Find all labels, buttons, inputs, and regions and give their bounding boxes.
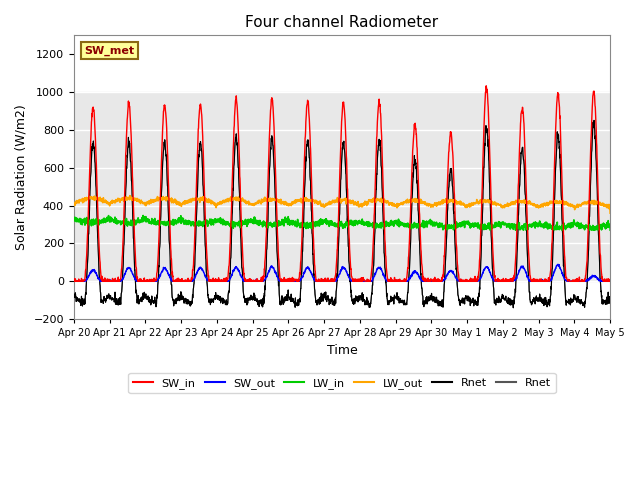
Title: Four channel Radiometer: Four channel Radiometer bbox=[245, 15, 438, 30]
Bar bbox=[74, 92, 610, 281]
Text: SW_met: SW_met bbox=[84, 45, 134, 56]
Legend: SW_in, SW_out, LW_in, LW_out, Rnet, Rnet: SW_in, SW_out, LW_in, LW_out, Rnet, Rnet bbox=[129, 373, 556, 393]
Y-axis label: Solar Radiation (W/m2): Solar Radiation (W/m2) bbox=[15, 104, 28, 250]
X-axis label: Time: Time bbox=[326, 344, 357, 357]
